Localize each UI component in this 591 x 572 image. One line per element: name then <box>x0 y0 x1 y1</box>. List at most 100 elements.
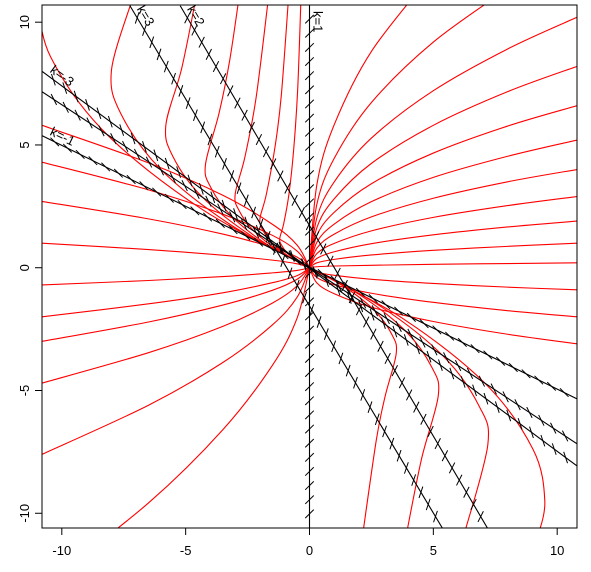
slope-tick <box>294 279 300 292</box>
slope-tick <box>156 48 162 61</box>
slope-tick <box>418 486 424 499</box>
slope-tick <box>229 170 235 182</box>
slope-tick <box>517 418 523 430</box>
slope-tick <box>304 141 315 151</box>
plot-frame <box>41 4 578 529</box>
curve-layer <box>42 5 577 528</box>
slope-tick <box>304 509 315 519</box>
x-tick-label: 10 <box>550 543 564 558</box>
slope-tick <box>101 162 111 172</box>
slope-tick <box>219 73 227 85</box>
solution-curve <box>308 16 577 268</box>
slope-tick <box>284 182 291 194</box>
slope-tick <box>478 375 486 387</box>
solution-curve <box>42 267 310 342</box>
slope-tick <box>176 166 181 178</box>
slope-tick <box>472 384 477 397</box>
slope-tick <box>228 225 238 235</box>
slope-tick <box>304 127 315 137</box>
slope-tick <box>304 254 315 265</box>
slope-tick <box>50 93 58 106</box>
isocline <box>179 5 489 528</box>
slope-tick <box>432 325 442 335</box>
slope-tick <box>205 195 212 207</box>
slope-tick <box>561 430 569 442</box>
slope-tick <box>177 199 187 210</box>
slope-tick <box>280 255 286 268</box>
slope-tick <box>221 199 227 212</box>
slope-tick <box>304 71 315 81</box>
slope-tick <box>142 141 147 153</box>
slope-tick <box>508 362 518 373</box>
slope-tick <box>370 328 377 340</box>
slope-tick <box>113 168 124 178</box>
slope-tick <box>346 292 352 304</box>
slope-tick <box>360 389 366 401</box>
slope-tick <box>287 267 293 280</box>
slope-tick <box>243 194 249 207</box>
slope-tick <box>304 325 315 335</box>
slope-tick <box>200 121 206 134</box>
slope-tick <box>193 187 200 199</box>
slope-tick <box>540 434 546 447</box>
slope-tick <box>454 359 462 372</box>
slope-tick <box>212 60 220 73</box>
slope-tick <box>169 172 176 184</box>
slope-tick <box>145 156 153 168</box>
slope-tick <box>193 109 198 122</box>
slope-tick <box>367 401 373 413</box>
slope-tick <box>394 306 404 316</box>
slope-tick <box>347 289 355 301</box>
slope-tick <box>419 336 426 348</box>
slope-tick <box>251 206 256 219</box>
slope-tick <box>304 226 315 236</box>
slope-tick <box>551 443 557 455</box>
slope-tick <box>383 313 390 325</box>
slope-tick <box>304 466 315 477</box>
slope-tick <box>233 208 238 220</box>
slope-tick <box>355 287 366 297</box>
slope-tick <box>396 449 402 462</box>
slope-tick <box>139 181 149 191</box>
solution-curve <box>309 220 577 269</box>
slope-tick <box>62 101 69 113</box>
slope-tick <box>278 241 284 254</box>
slope-tick <box>343 281 353 291</box>
slope-tick <box>456 474 463 486</box>
slope-tick <box>470 344 480 354</box>
slope-tick <box>324 275 329 288</box>
slope-tick <box>477 510 484 523</box>
slope-tick <box>338 352 344 365</box>
slope-tick <box>304 495 315 505</box>
slope-tick <box>214 145 220 158</box>
slope-tick <box>86 117 93 129</box>
isocline-label: k=3 <box>134 3 158 29</box>
solution-curve <box>279 5 310 269</box>
isocline-label: k=1 <box>311 11 326 32</box>
solution-curve <box>309 267 440 528</box>
y-tick-label: 5 <box>17 141 32 148</box>
slope-tick <box>369 308 375 321</box>
slope-tick <box>292 256 302 266</box>
slope-tick <box>74 109 81 121</box>
slope-tick <box>317 268 327 279</box>
slope-tick <box>441 450 449 462</box>
x-tick-label: -10 <box>52 543 71 558</box>
slope-tick <box>320 243 327 255</box>
slope-tick <box>463 486 470 498</box>
slope-tick <box>134 12 140 24</box>
slope-tick <box>273 243 278 255</box>
slope-tick <box>389 437 395 450</box>
slope-tick <box>403 334 409 346</box>
slope-tick <box>384 352 391 365</box>
slope-tick <box>73 90 79 103</box>
slope-tick <box>316 316 322 328</box>
slope-tick <box>265 230 271 243</box>
slope-tick <box>253 237 264 247</box>
slope-tick <box>234 97 241 109</box>
slope-tick <box>270 158 277 170</box>
slope-tick <box>248 121 255 133</box>
slope-tick <box>222 158 227 170</box>
slope-tick <box>304 367 315 378</box>
